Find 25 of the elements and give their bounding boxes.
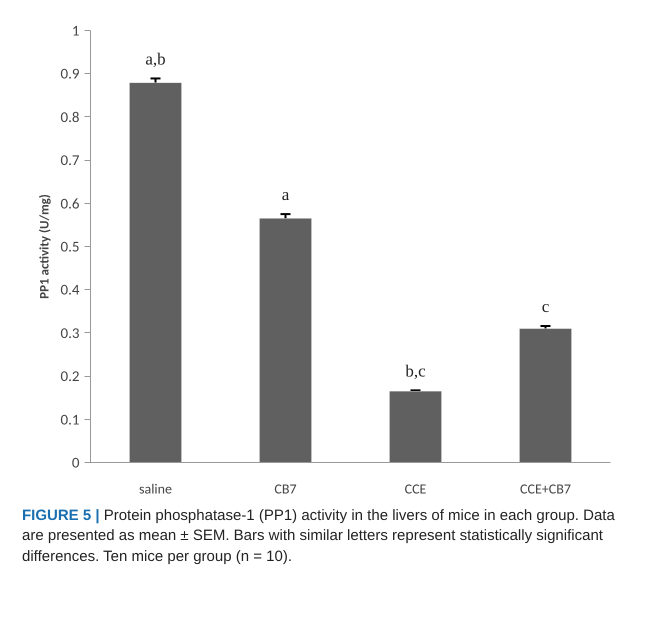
caption: FIGURE 5 | Protein phosphatase-1 (PP1) activity in the livers of mice in each group. Data are presented as mean ± SEM. Bars with similar letters represent statistically significant differences. Ten mice per group (n = 10). [22, 506, 616, 566]
y-tick-label: 0.7 [60, 152, 80, 170]
y-tick-label: 0.1 [60, 411, 80, 430]
x-tick-label: CCE+CB7 [520, 480, 571, 498]
y-tick-label: 0.5 [60, 238, 80, 256]
bar [129, 82, 182, 462]
bar [519, 328, 572, 462]
bar [389, 390, 442, 462]
annotation: a [282, 185, 290, 204]
annotation: c [542, 296, 550, 316]
y-tick-label: 0.9 [60, 66, 80, 84]
bar [259, 218, 312, 462]
annotation: a,b [145, 49, 166, 68]
x-tick-label: saline [139, 480, 172, 498]
annotation: b,c [405, 361, 426, 380]
y-tick-label: 1 [72, 22, 80, 40]
y-tick-label: 0.8 [60, 108, 80, 127]
y-tick-label: 0.6 [60, 195, 80, 214]
x-tick-label: CCE [404, 480, 427, 498]
y-tick-label: 0 [72, 454, 80, 472]
y-tick-label: 0.2 [60, 368, 80, 386]
y-tick-label: 0.4 [60, 282, 80, 300]
y-axis-title: PP1 activity (U/mg) [38, 194, 53, 299]
x-tick-label: CB7 [274, 480, 297, 498]
y-tick-label: 0.3 [60, 324, 80, 343]
